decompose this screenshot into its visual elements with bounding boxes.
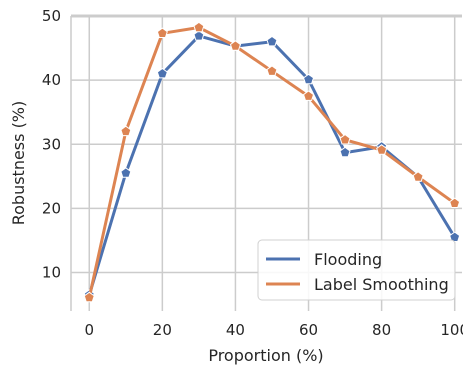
x-tick-labels: 0 20 40 60 80 100 [84,321,463,339]
point-label-smoothing-40 [229,40,241,51]
point-label-smoothing-90 [412,171,424,182]
point-label-smoothing-60 [303,90,315,101]
point-flooding-10 [120,167,132,178]
point-flooding-50 [266,35,278,47]
point-flooding-60 [303,73,315,85]
x-tick-label-100: 100 [440,321,463,339]
x-tick-label-20: 20 [153,321,172,339]
point-label-smoothing-70 [339,133,351,145]
point-flooding-30 [193,30,205,41]
point-label-smoothing-30 [193,21,205,33]
axes [70,14,462,311]
point-label-smoothing-80 [376,144,388,155]
x-tick-label-80: 80 [372,321,391,339]
x-axis-label: Proportion (%) [208,346,323,365]
x-tick-label-0: 0 [84,321,94,339]
series-layer [83,21,461,303]
y-tick-labels: 10 20 30 40 50 [42,7,61,282]
legend-box [257,239,456,301]
legend: Flooding Label Smoothing [257,239,456,301]
point-label-smoothing-50 [266,65,278,76]
legend-label-flooding: Flooding [314,250,382,269]
y-tick-label-50: 50 [42,7,61,25]
y-tick-label-30: 30 [42,135,61,153]
point-label-smoothing-0 [83,291,95,303]
y-tick-label-20: 20 [42,199,61,217]
point-label-smoothing-20 [156,27,168,38]
x-tick-label-60: 60 [299,321,318,339]
legend-label-label-smoothing: Label Smoothing [314,275,449,294]
point-flooding-70 [339,146,351,158]
point-flooding-20 [156,67,168,79]
point-label-smoothing-10 [120,125,132,137]
y-axis-label: Robustness (%) [9,101,28,226]
x-tick-label-40: 40 [226,321,245,339]
y-tick-label-40: 40 [42,71,61,89]
point-label-smoothing-100 [449,197,461,208]
y-tick-label-10: 10 [42,264,61,282]
